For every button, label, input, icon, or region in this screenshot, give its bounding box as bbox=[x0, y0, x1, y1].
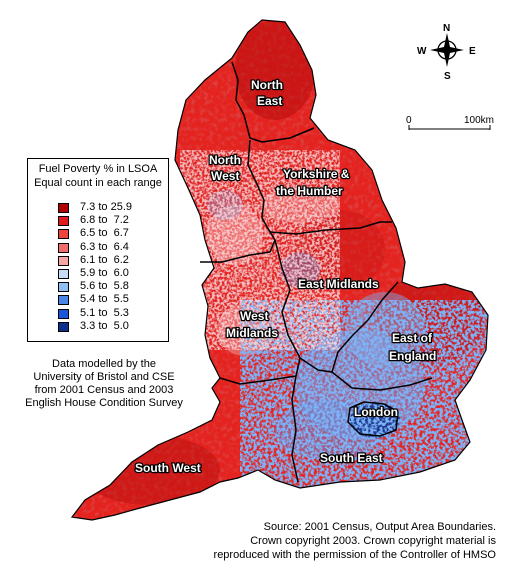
source-line: Source: 2001 Census, Output Area Boundar… bbox=[263, 521, 496, 533]
legend-swatch bbox=[58, 203, 69, 213]
compass-n: N bbox=[443, 23, 450, 34]
border-yh-em bbox=[269, 221, 392, 235]
legend-range-label: 7.3 to 25.9 bbox=[80, 201, 132, 213]
legend-range-label: 5.4 to 5.5 bbox=[80, 293, 129, 306]
note-line: from 2001 Census and 2003 bbox=[34, 384, 174, 396]
border-london bbox=[347, 401, 399, 437]
legend-swatch bbox=[58, 242, 69, 253]
compass-e: E bbox=[469, 46, 476, 57]
data-note: Data modelled by the University of Brist… bbox=[14, 358, 194, 410]
border-ne bbox=[231, 61, 315, 143]
compass-s: S bbox=[444, 71, 451, 82]
legend-swatch bbox=[58, 269, 69, 279]
source-credit: Source: 2001 Census, Output Area Boundar… bbox=[214, 520, 496, 562]
compass-w: W bbox=[417, 46, 427, 57]
legend-swatch bbox=[58, 308, 69, 319]
legend-range-label: 5.9 to 6.0 bbox=[80, 267, 129, 279]
region-label-south-east: South East bbox=[320, 451, 383, 465]
legend-range-label: 3.3 to 5.0 bbox=[80, 319, 129, 332]
scale-start: 0 bbox=[406, 115, 412, 126]
legend-swatch bbox=[58, 229, 69, 240]
border-sw-se bbox=[291, 375, 299, 483]
region-label-london: London bbox=[354, 405, 398, 419]
scale-bar: 0 100km bbox=[406, 115, 494, 130]
source-line: Crown copyright 2003. Crown copyright ma… bbox=[250, 535, 496, 547]
legend-subtitle: Equal count in each range bbox=[34, 177, 162, 189]
region-label-west-midlands: West Midlands bbox=[226, 309, 278, 340]
legend-range-label: 6.1 to 6.2 bbox=[80, 253, 129, 266]
border-wm-sw bbox=[219, 375, 297, 385]
legend-swatch bbox=[58, 216, 69, 227]
note-line: Data modelled by the bbox=[52, 358, 156, 370]
border-ee-se bbox=[331, 371, 433, 391]
scale-end: 100km bbox=[464, 115, 494, 126]
region-label-yorkshire: Yorkshire & the Humber bbox=[276, 167, 353, 198]
border-nw-yh bbox=[247, 139, 271, 233]
region-label-north-east: North East bbox=[251, 78, 286, 108]
legend: Fuel Poverty % in LSOA Equal count in ea… bbox=[27, 158, 169, 342]
region-borders bbox=[200, 61, 433, 483]
legend-range-label: 6.8 to 7.2 bbox=[80, 214, 129, 227]
legend-swatch bbox=[58, 295, 69, 306]
region-label-east-midlands: East Midlands bbox=[298, 277, 379, 291]
legend-range-label: 6.5 to 6.7 bbox=[80, 227, 129, 240]
source-line: reproduced with the permission of the Co… bbox=[213, 549, 496, 561]
border-nw-wm bbox=[200, 231, 276, 263]
legend-range-label: 6.3 to 6.4 bbox=[80, 240, 129, 253]
legend-swatch bbox=[58, 282, 69, 293]
legend-swatch bbox=[58, 255, 69, 266]
note-line: University of Bristol and CSE bbox=[33, 371, 175, 383]
compass-rose-icon: N S W E bbox=[417, 23, 476, 82]
legend-range-label: 5.6 to 5.8 bbox=[80, 280, 129, 293]
legend-range-label: 5.1 to 5.3 bbox=[80, 306, 129, 319]
region-label-east-of-england: East of England bbox=[389, 331, 436, 363]
region-label-north-west: North West bbox=[209, 153, 244, 183]
legend-title: Fuel Poverty % in LSOA bbox=[38, 163, 158, 175]
border-em-ee bbox=[299, 281, 399, 373]
note-line: English House Condition Survey bbox=[25, 397, 183, 409]
legend-swatch bbox=[58, 321, 69, 332]
region-label-south-west: South West bbox=[135, 461, 201, 475]
